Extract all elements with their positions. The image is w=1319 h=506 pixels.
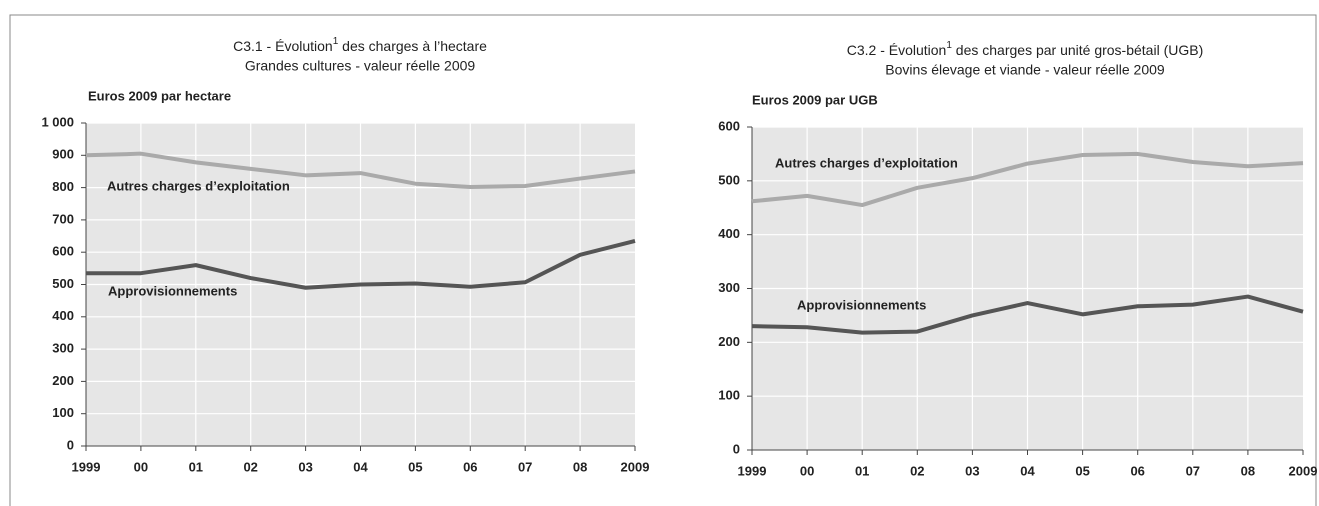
y-tick-label: 300 <box>52 341 74 356</box>
x-tick-label: 00 <box>134 459 148 474</box>
x-tick-label: 1999 <box>72 459 101 474</box>
series-label: Autres charges d’exploitation <box>107 178 290 193</box>
y-axis-label: Euros 2009 par hectare <box>88 88 231 103</box>
x-tick-label: 05 <box>408 459 422 474</box>
x-tick-label: 03 <box>298 459 312 474</box>
x-tick-label: 05 <box>1075 463 1089 478</box>
y-tick-label: 600 <box>52 244 74 259</box>
y-tick-label: 500 <box>52 276 74 291</box>
chart-title: C3.1 - Évolution1 des charges à l’hectar… <box>233 36 487 54</box>
title-text: C3.2 - Évolution <box>847 42 947 58</box>
series-label: Approvisionnements <box>797 297 926 312</box>
x-tick-label: 08 <box>1241 463 1255 478</box>
y-tick-label: 400 <box>718 226 740 241</box>
x-tick-label: 00 <box>800 463 814 478</box>
series-line <box>85 151 636 189</box>
title-text: des charges à l’hectare <box>338 38 487 54</box>
x-tick-label: 1999 <box>738 463 767 478</box>
y-tick-label: 0 <box>67 437 74 452</box>
x-tick-label: 07 <box>1186 463 1200 478</box>
frame <box>9 14 1317 506</box>
y-tick-label: 500 <box>718 172 740 187</box>
x-tick-label: 02 <box>243 459 257 474</box>
title-sup: 1 <box>946 40 952 51</box>
y-tick-label: 1 000 <box>41 114 74 129</box>
x-tick-label: 07 <box>518 459 532 474</box>
y-tick-label: 600 <box>718 118 740 133</box>
y-tick-label: 100 <box>718 388 740 403</box>
x-tick-label: 01 <box>855 463 869 478</box>
y-tick-label: 100 <box>52 405 74 420</box>
y-tick-label: 700 <box>52 211 74 226</box>
x-tick-label: 02 <box>910 463 924 478</box>
x-tick-label: 03 <box>965 463 979 478</box>
x-tick-label: 08 <box>573 459 587 474</box>
chart-subtitle: Grandes cultures - valeur réelle 2009 <box>245 58 476 74</box>
x-tick-label: 01 <box>189 459 203 474</box>
y-tick-label: 0 <box>733 441 740 456</box>
x-tick-label: 06 <box>1130 463 1144 478</box>
series-line <box>751 294 1304 335</box>
series-label: Approvisionnements <box>108 283 237 298</box>
y-tick-label: 200 <box>718 334 740 349</box>
y-tick-label: 800 <box>52 179 74 194</box>
chart-title: C3.2 - Évolution1 des charges par unité … <box>847 40 1204 58</box>
y-tick-label: 300 <box>718 280 740 295</box>
series-line <box>751 151 1304 208</box>
title-text: C3.1 - Évolution <box>233 38 333 54</box>
y-tick-label: 900 <box>52 147 74 162</box>
y-axis-label: Euros 2009 par UGB <box>752 92 878 107</box>
y-tick-label: 200 <box>52 373 74 388</box>
series-line <box>86 238 636 290</box>
x-tick-label: 2009 <box>621 459 650 474</box>
x-tick-label: 04 <box>1020 463 1035 478</box>
title-sup: 1 <box>333 36 339 47</box>
x-tick-label: 2009 <box>1289 463 1318 478</box>
y-tick-label: 400 <box>52 308 74 323</box>
x-tick-label: 06 <box>463 459 477 474</box>
chart-subtitle: Bovins élevage et viande - valeur réelle… <box>885 62 1165 78</box>
x-tick-label: 04 <box>353 459 368 474</box>
series-label: Autres charges d’exploitation <box>775 155 958 170</box>
title-text: des charges par unité gros-bétail (UGB) <box>952 42 1203 58</box>
